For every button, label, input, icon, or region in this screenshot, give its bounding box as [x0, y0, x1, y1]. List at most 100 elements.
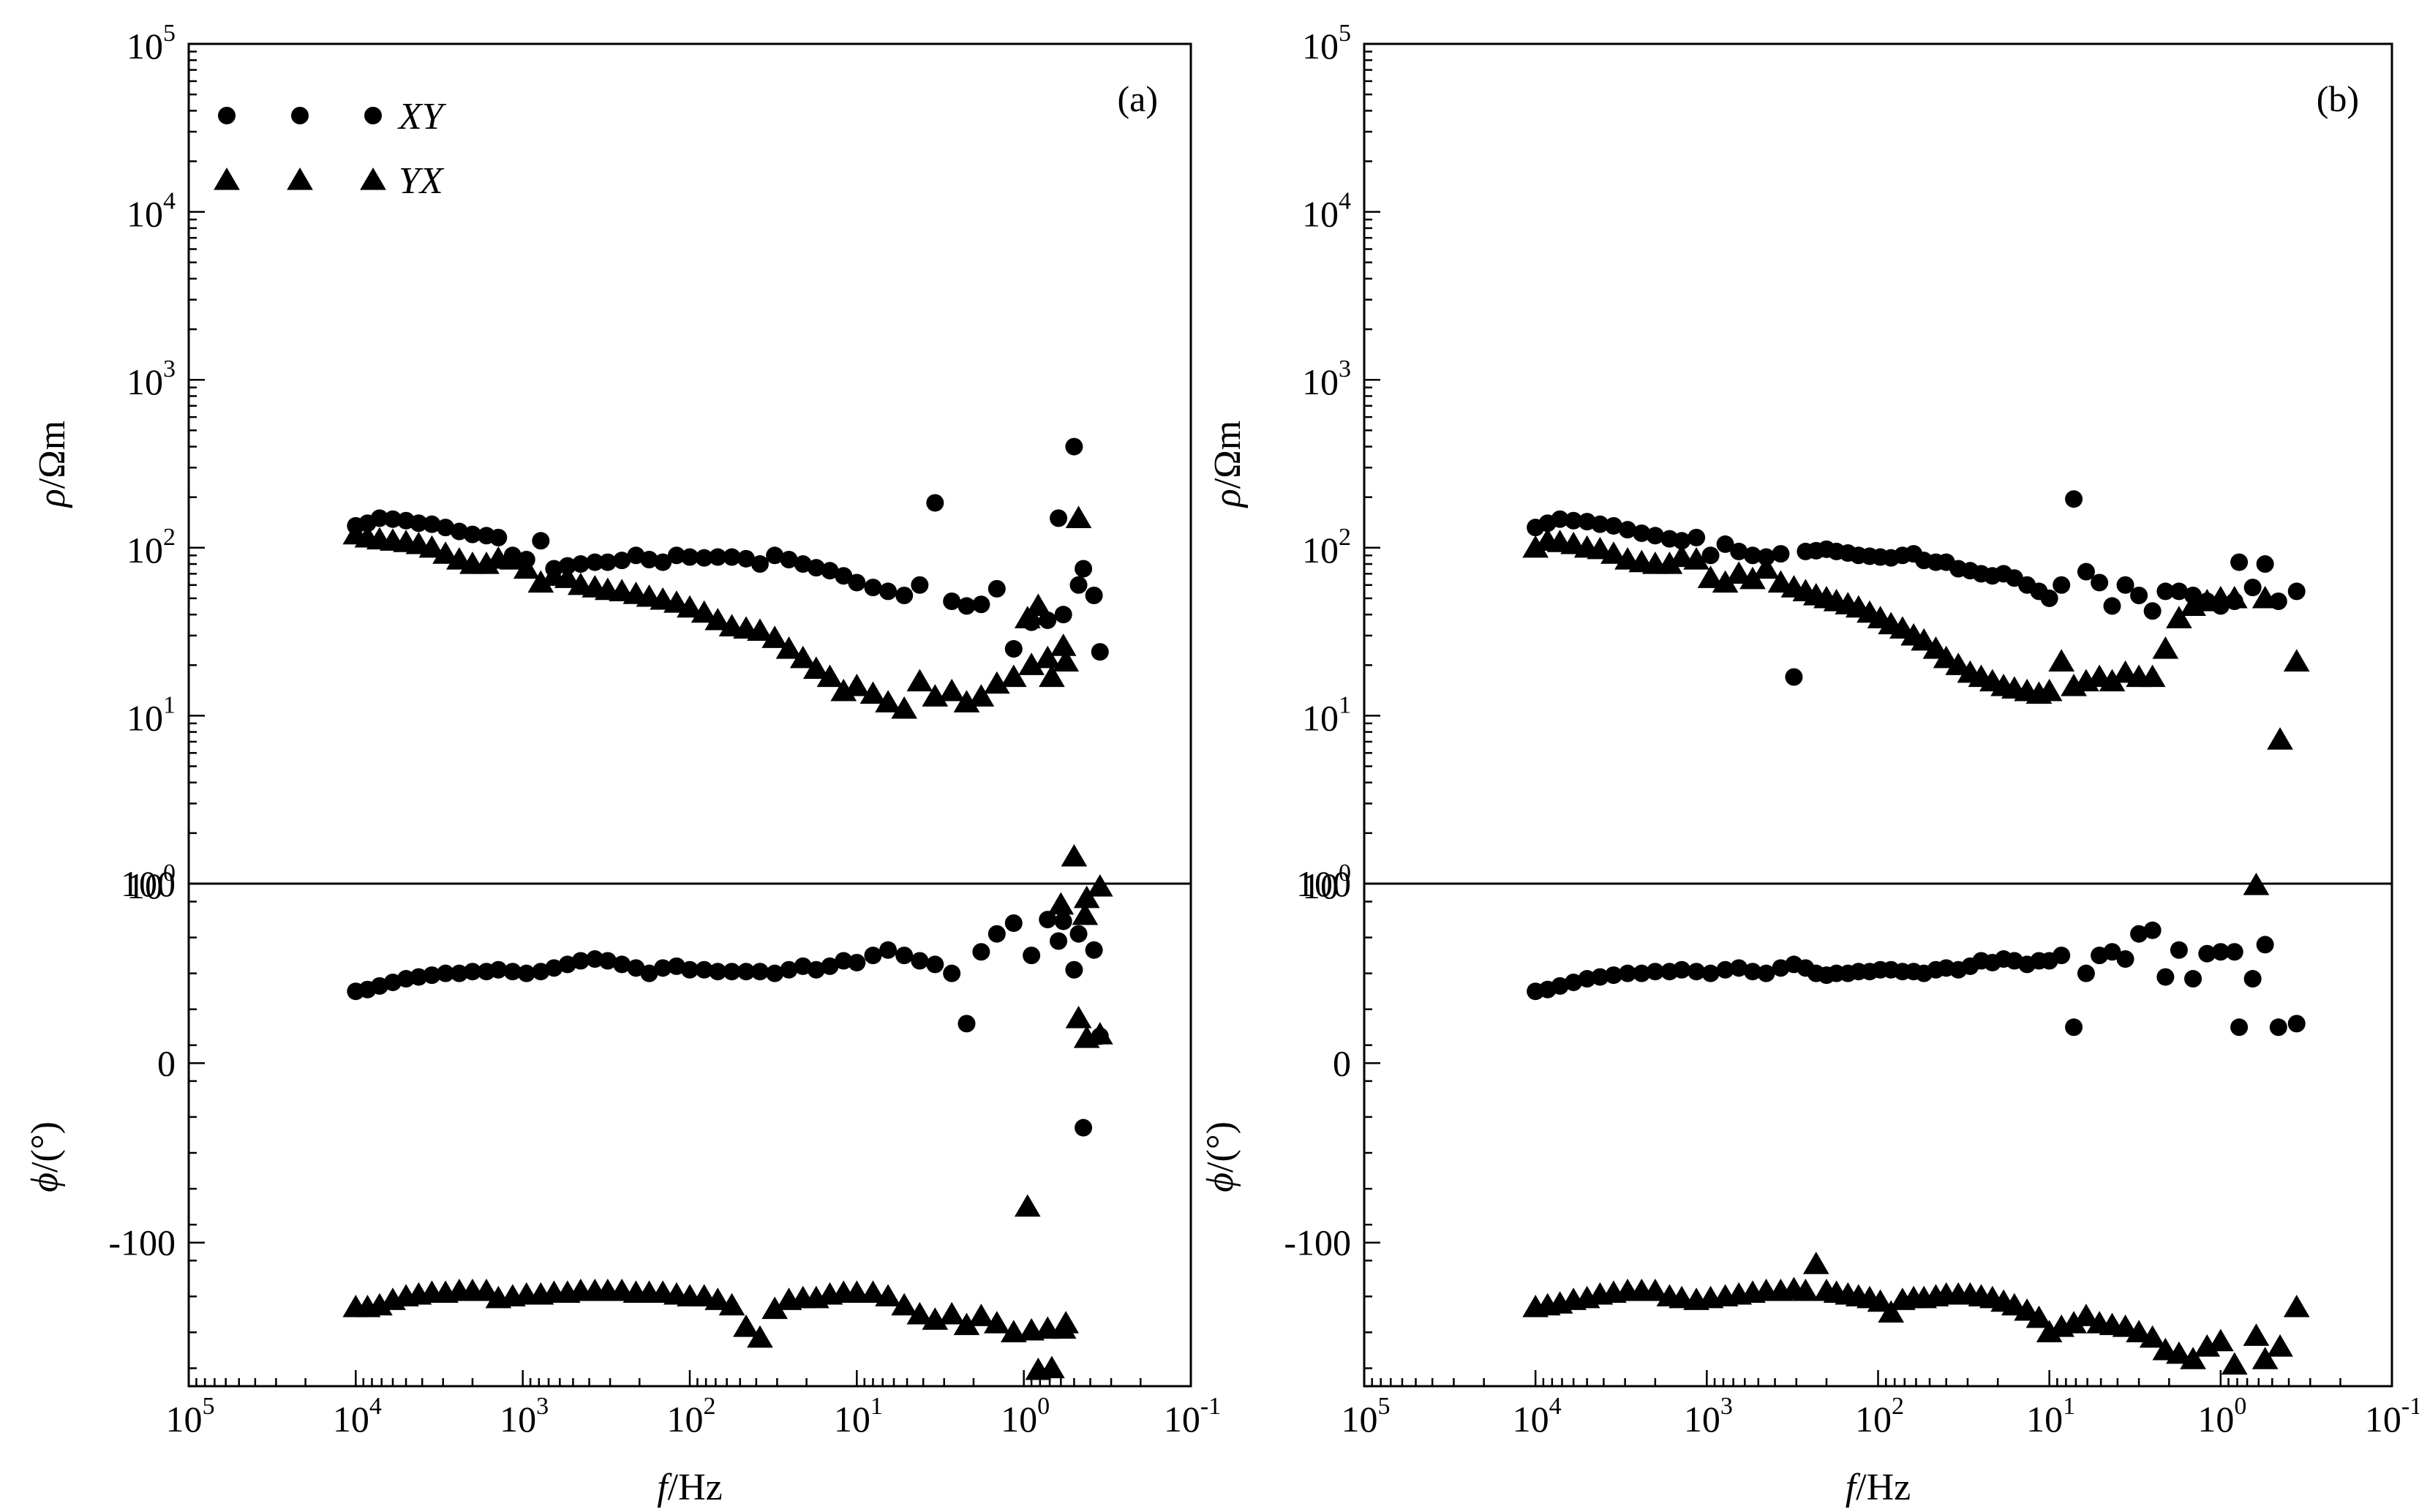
rho-tick-label: 105	[1302, 20, 1351, 67]
xy-rho-point	[1050, 509, 1068, 527]
xy-rho-point	[709, 548, 727, 566]
xy-rho-point	[1551, 510, 1569, 528]
yx-rho-point	[775, 636, 802, 659]
x-tick-label: 105	[166, 1393, 215, 1440]
x-tick-label: 102	[667, 1393, 716, 1440]
xy-phi-point	[737, 963, 756, 981]
phi-tick-label: 0	[1333, 1042, 1351, 1083]
yx-phi-point	[953, 1312, 980, 1336]
rho-tick-label: 100	[1302, 860, 1351, 906]
xy-rho-point	[370, 509, 388, 527]
xy-rho-point	[423, 515, 441, 533]
xy-phi-point	[613, 955, 631, 974]
xy-phi-point	[794, 957, 812, 975]
yx-rho-point	[432, 541, 459, 564]
legend-circle-marker	[218, 107, 236, 124]
plot-frame	[1363, 42, 2393, 1388]
yx-rho-point	[1047, 892, 1075, 915]
xy-rho-point	[463, 525, 481, 544]
xy-phi-point	[489, 960, 508, 979]
yx-rho-point	[1726, 561, 1752, 584]
yx-rho-point	[953, 690, 980, 712]
xy-phi-point	[598, 952, 617, 970]
legend-label: XY	[397, 96, 447, 138]
xy-rho-point	[654, 553, 672, 571]
yx-phi-point	[859, 1280, 887, 1304]
xy-rho-point	[737, 549, 756, 568]
x-tick-label: 101	[2026, 1393, 2075, 1440]
yx-rho-point	[1034, 645, 1061, 669]
xy-phi-point	[1757, 964, 1775, 982]
yx-rho-point	[1911, 628, 1938, 651]
xy-phi-point	[463, 963, 481, 981]
xy-rho-point	[1646, 527, 1664, 545]
xy-phi-point	[1619, 964, 1637, 982]
legend-entry-xy: XY	[218, 96, 447, 138]
yx-phi-point	[2251, 1347, 2279, 1369]
xy-phi-point	[2230, 1018, 2249, 1037]
xy-phi-point	[586, 950, 604, 968]
rho-tick-label: 103	[127, 356, 176, 402]
yx-rho-point	[677, 595, 703, 618]
xy-rho-point	[667, 546, 685, 565]
yx-rho-point	[1065, 505, 1092, 528]
yx-phi-point	[983, 1311, 1010, 1334]
yx-rho-point	[1683, 547, 1709, 570]
yx-phi-point	[2267, 1334, 2293, 1357]
yx-phi-point	[2025, 1305, 2053, 1328]
rho-axis-title: ρ/Ωm	[1207, 421, 1249, 509]
xy-phi-point	[2243, 970, 2262, 988]
xy-rho-point	[780, 551, 798, 569]
x-tick-label: 103	[1684, 1393, 1733, 1440]
xy-rho-point	[2077, 563, 2095, 581]
xy-phi-point	[571, 952, 590, 970]
xy-rho-point	[489, 528, 508, 546]
xy-phi-point	[1023, 947, 1041, 965]
yx-rho-point	[2099, 669, 2126, 692]
xy-rho-point	[987, 579, 1006, 598]
xy-rho-point	[613, 552, 631, 570]
xy-phi-point	[821, 957, 839, 975]
yx-rho-point	[1073, 885, 1100, 909]
xy-phi-point	[2256, 936, 2274, 954]
yx-phi-point	[1802, 1252, 1829, 1274]
xy-phi-point	[1688, 963, 1706, 981]
xy-phi-point	[1565, 973, 1583, 991]
yx-rho-point	[2267, 727, 2293, 750]
phi-tick-label: -100	[1284, 1222, 1351, 1263]
xy-phi-point	[1772, 959, 1790, 977]
yx-rho-point	[1753, 556, 1780, 579]
xy-phi-point	[1716, 960, 1734, 979]
x-tick-label: 104	[333, 1393, 382, 1440]
xy-phi-point	[2156, 968, 2175, 986]
xy-phi-point	[987, 925, 1006, 943]
yx-rho-point	[761, 625, 788, 648]
xy-phi-point	[1743, 963, 1761, 981]
rho-tick-label: 100	[127, 860, 176, 906]
yx-phi-point	[733, 1314, 759, 1337]
xy-phi-point	[2103, 943, 2121, 961]
yx-rho-point	[1014, 606, 1041, 628]
xy-phi-point	[2053, 947, 2071, 965]
xy-phi-point	[879, 941, 898, 959]
xy-rho-point	[1591, 515, 1609, 533]
xy-phi-point	[1551, 977, 1569, 995]
xy-phi-point	[1578, 970, 1596, 988]
xy-rho-point	[766, 546, 784, 565]
yx-rho-point	[1697, 565, 1724, 588]
xy-phi-point	[864, 947, 882, 965]
yx-rho-point	[1656, 552, 1683, 574]
panel-tag: (a)	[1118, 78, 1159, 119]
xy-rho-point	[1716, 535, 1734, 553]
phi-axis-title: ϕ/(°)	[24, 1121, 66, 1192]
xy-phi-point	[1039, 911, 1057, 929]
xy-phi-point	[1065, 960, 1083, 979]
xy-rho-point	[750, 555, 769, 573]
yx-rho-point	[983, 671, 1010, 694]
xy-phi-point	[709, 963, 727, 981]
xy-phi-point	[911, 952, 929, 970]
xy-phi-point	[943, 964, 961, 982]
rho-tick-label: 103	[1302, 356, 1351, 402]
xy-phi-point	[654, 959, 672, 977]
